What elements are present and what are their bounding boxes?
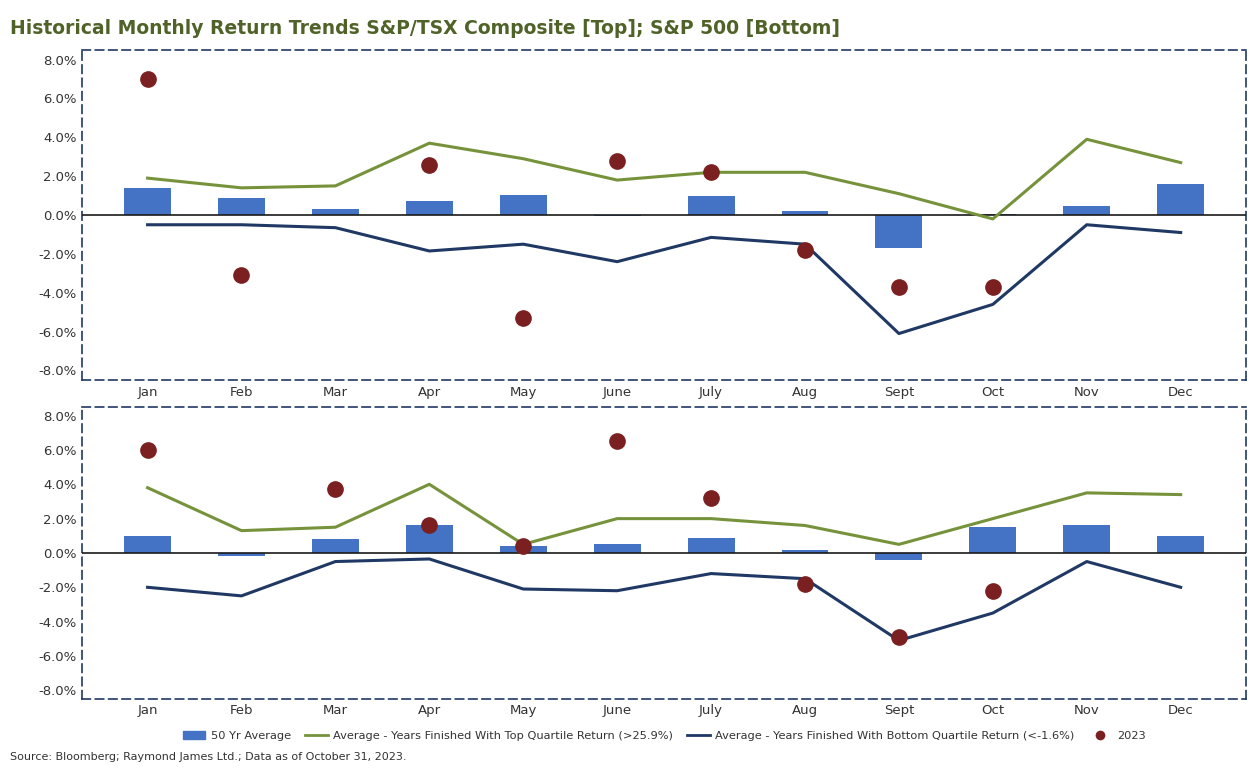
Bar [312,209,359,215]
Bar [594,215,641,216]
Bar [687,538,734,553]
Bar [969,214,1016,215]
Bar [500,194,546,215]
Bar [218,197,264,215]
Bar [875,215,923,248]
Legend: 50 Yr Average, Average - Years Finished With Top Quartile Return (>25.9%), Avera: 50 Yr Average, Average - Years Finished … [178,727,1151,746]
Bar [125,188,171,215]
Text: Source: Bloomberg; Raymond James Ltd.; Data as of October 31, 2023.: Source: Bloomberg; Raymond James Ltd.; D… [10,752,407,762]
Legend: 50 Yr Average, Average - Years Finished With Top Quartile Return (>21%), Average: 50 Yr Average, Average - Years Finished … [189,415,1139,434]
Bar [218,553,264,556]
Bar [594,545,641,553]
Bar [1064,207,1110,215]
Bar [312,539,359,553]
Text: Historical Monthly Return Trends S&P/TSX Composite [Top]; S&P 500 [Bottom]: Historical Monthly Return Trends S&P/TSX… [10,19,840,38]
Bar [125,536,171,553]
Bar [782,211,828,215]
Bar [405,525,453,553]
Bar [1157,536,1204,553]
Bar [969,527,1016,553]
Bar [1064,525,1110,553]
Bar [687,196,734,215]
Bar [1157,184,1204,215]
Bar [405,201,453,215]
Bar [500,546,546,553]
Bar [875,553,923,560]
Bar [782,550,828,553]
